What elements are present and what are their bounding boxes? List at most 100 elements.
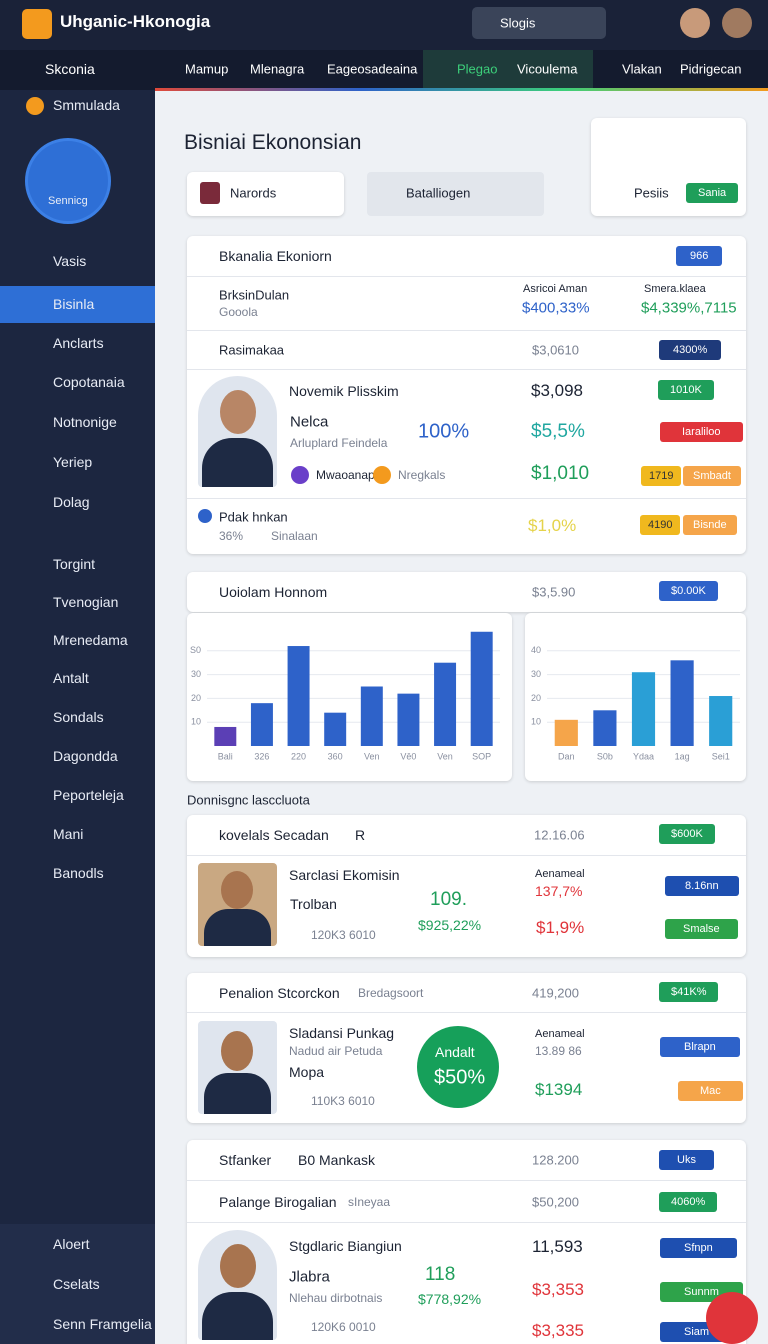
chip[interactable]: Mwaoanap [316,468,375,482]
label: Aenameal [535,1028,585,1040]
circle-label: Andalt [435,1044,475,1060]
sidebar-item[interactable]: Sondals [53,709,104,725]
badge[interactable]: 4060% [659,1192,718,1212]
sidebar-item[interactable]: Antalt [53,670,89,686]
badge[interactable]: 1719 [641,466,682,486]
sidebar-item[interactable]: Bisinla [53,296,95,312]
person-tag: Jlabra [289,1268,330,1286]
summary-name: BrksinDulan [219,287,290,303]
nav-tab[interactable]: Mamup [185,61,229,77]
card-title: Stfanker [219,1152,272,1168]
sidebar-item[interactable]: Tvenogian [53,594,119,610]
card-title: Uoiolam Honnom [219,584,328,600]
nav-tab[interactable]: Mlenagra [250,61,305,77]
divider [187,369,746,370]
section-label: Donnisgnc lasccluota [187,792,310,808]
dropdown[interactable] [367,172,544,216]
photo [198,1230,277,1340]
sidebar-item[interactable]: Cselats [53,1276,100,1292]
badge[interactable]: $0.00K [659,581,718,601]
person-name: Stgdlaric Biangiun [289,1238,402,1254]
sidebar-item[interactable]: Anclarts [53,335,104,351]
page-title: Bisniai Ekononsian [184,131,362,154]
sidebar-item[interactable]: Notnonige [53,414,117,430]
nav-tab[interactable]: Eageosadeaina [327,61,418,77]
sidebar-item[interactable]: Yeriep [53,454,93,470]
badge[interactable]: Mac [678,1081,743,1101]
avatar[interactable] [680,8,710,38]
divider [187,1222,746,1223]
percent: $778,92% [418,1291,482,1307]
person-role: Nadud air Petuda [289,1044,383,1058]
row-title: Palange Birogalian [219,1194,337,1210]
card [187,236,746,554]
sidebar-item[interactable]: Mrenedama [53,632,128,648]
sidebar-item[interactable]: Vasis [53,253,87,269]
badge-circle[interactable] [25,138,111,224]
chip[interactable]: Nregkals [398,468,446,482]
badge[interactable]: Blrapn [660,1037,740,1057]
sidebar-item[interactable]: Dagondda [53,748,118,764]
row-tag: sIneyaa [348,1195,391,1209]
badge[interactable]: 8.16nn [665,876,739,896]
nav-tab[interactable]: Plegao [457,61,498,77]
person-name: Sladansi Punkag [289,1025,395,1041]
nav-tab[interactable]: Pidrigecan [680,61,742,77]
card-header [187,572,746,612]
nav-tab[interactable]: Vicoulema [517,61,578,77]
action-button[interactable]: Sania [686,183,739,203]
sidebar-item[interactable]: Banodls [53,865,104,881]
icon [200,182,220,204]
sidebar-item[interactable]: Dolag [53,494,90,510]
badge[interactable]: Bisnde [683,515,737,535]
badge[interactable]: 4190 [640,515,681,535]
app-name[interactable]: Uhganic-Hkonogia [60,12,211,31]
sidebar-item[interactable]: Torgint [53,556,96,572]
footer-pct: 36% [219,529,244,543]
badge[interactable]: Sfnpn [660,1238,737,1258]
nav-title[interactable]: Skconia [45,61,95,77]
score: 118 [425,1264,456,1285]
sidebar-item[interactable]: Peporteleja [53,787,124,803]
badge-text[interactable]: Sennicg [48,195,88,207]
badge[interactable]: 4300% [659,340,722,360]
sidebar-footer [0,1224,155,1344]
sidebar-item[interactable]: Copotanaia [53,374,125,390]
logo[interactable] [22,9,52,39]
badge[interactable]: 966 [676,246,723,266]
value: 137,7% [535,883,583,899]
button-text[interactable]: Narords [230,185,277,201]
section-title: Rasimakaa [219,342,285,358]
action-label[interactable]: Pesiis [634,185,669,201]
person-id: 110K3 6010 [311,1094,375,1108]
sidebar-top[interactable]: Smmulada [53,97,120,113]
sidebar-item[interactable]: Senn Framgelia [53,1316,152,1332]
col-value: $4,339%,7115 [641,299,737,317]
avatar[interactable] [722,8,752,38]
dropdown-text[interactable]: Batalliogen [406,185,471,201]
sidebar-item[interactable]: Aloert [53,1236,90,1252]
badge[interactable]: 1010K [658,380,714,400]
footer-sub: Sinalaan [271,529,318,543]
value: $1,010 [531,463,590,484]
badge[interactable]: $600K [659,824,715,844]
active-item [0,286,155,323]
badge[interactable]: Smbadt [683,466,741,486]
badge[interactable]: Iaraliloo [660,422,743,442]
person-name: Novemik Plisskim [289,383,399,399]
search-box[interactable] [472,7,606,39]
sidebar-item[interactable]: Mani [53,826,84,842]
value: $3,335 [532,1321,584,1340]
fab[interactable] [706,1292,758,1344]
card-value: 419,200 [532,985,579,1001]
nav-tab[interactable]: Vlakan [622,61,662,77]
badge[interactable]: $41K% [659,982,719,1002]
card-tag: Bredagsoort [358,986,424,1000]
badge[interactable]: Smalse [665,919,738,939]
divider [187,1180,746,1181]
badge[interactable]: Uks [659,1150,714,1170]
search-text[interactable]: Slogis [500,15,536,31]
icon [198,509,212,523]
card-value: 128.200 [532,1152,579,1168]
value: 13.89 86 [535,1044,582,1058]
